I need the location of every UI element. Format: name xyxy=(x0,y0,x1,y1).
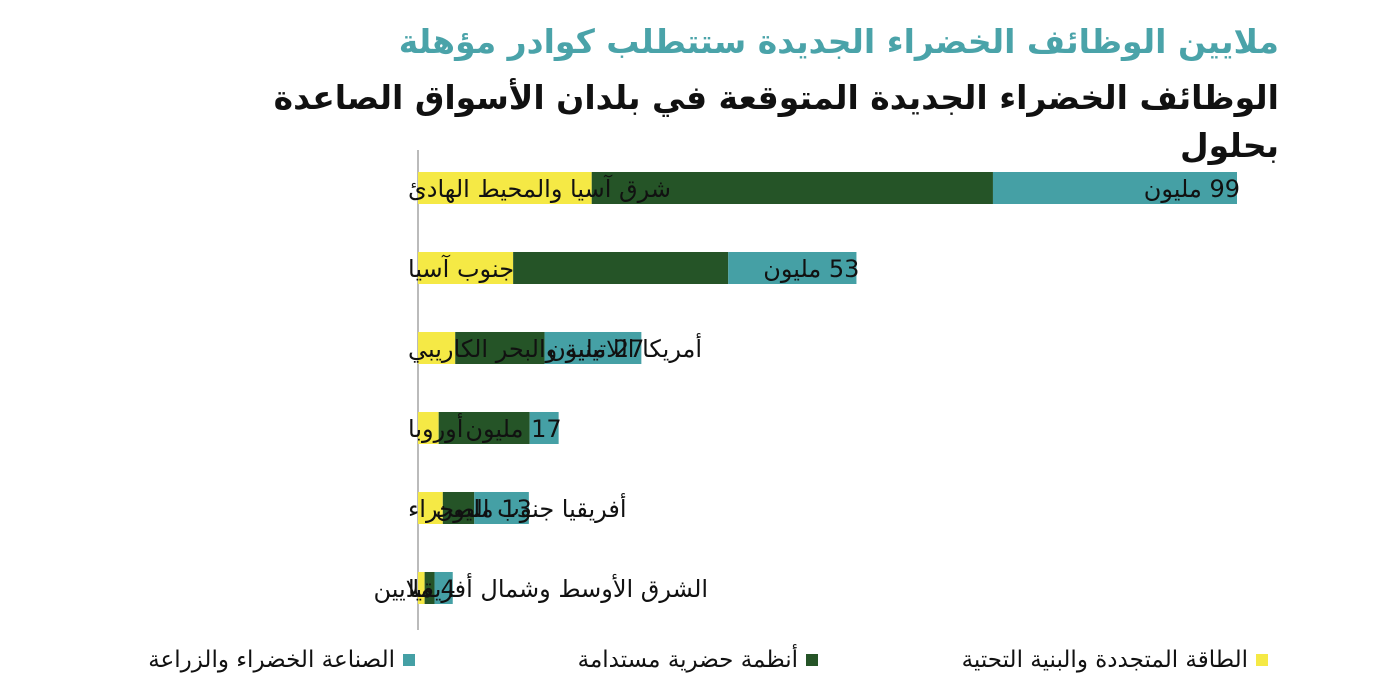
data-label: 53 مليون xyxy=(763,255,859,283)
category-label: أوروبا xyxy=(408,413,463,443)
bar-segment xyxy=(418,252,514,284)
category-label: جنوب آسيا xyxy=(408,254,514,283)
bar-segment xyxy=(418,572,425,604)
legend-swatch xyxy=(403,654,415,666)
bar-segment xyxy=(529,412,559,444)
bar-segment xyxy=(474,492,529,524)
data-label: 4 ملايين xyxy=(373,575,455,603)
bar-chart: شرق آسيا والمحيط الهادئ 99 مليون جنوب آسيا… xyxy=(373,150,1240,630)
data-label: 27 مليون xyxy=(548,335,644,363)
bar-segment xyxy=(438,412,530,444)
bar-segment xyxy=(544,332,642,364)
data-label: 13 مليون xyxy=(436,495,532,523)
chart-subtitle: الوظائف الخضراء الجديدة المتوقعة في بلدا… xyxy=(273,78,1279,165)
bar-segment xyxy=(418,492,443,524)
category-label: شرق آسيا والمحيط الهادئ xyxy=(408,174,671,203)
bar-segment xyxy=(424,572,435,604)
bar-segment xyxy=(418,332,456,364)
bar-segment xyxy=(442,492,475,524)
bar-segment xyxy=(418,412,439,444)
bar-segment xyxy=(513,252,729,284)
category-label: أفريقيا جنوب الصحراء xyxy=(408,493,627,523)
legend-label: أنظمة حضرية مستدامة xyxy=(577,647,798,673)
legend-item: أنظمة حضرية مستدامة xyxy=(578,640,818,680)
legend-swatch xyxy=(1256,654,1268,666)
bar-segment xyxy=(728,252,857,284)
data-label: 99 مليون xyxy=(1144,175,1240,203)
legend: الطاقة المتجددة والبنية التحتية أنظمة حضر… xyxy=(0,640,1391,680)
legend-item: الصناعة الخضراء والزراعة xyxy=(148,640,415,680)
legend-label: الطاقة المتجددة والبنية التحتية xyxy=(961,647,1248,673)
category-label: الشرق الأوسط وشمال أفريقيا xyxy=(408,573,708,603)
legend-swatch xyxy=(806,654,818,666)
data-label: 17 مليون xyxy=(465,415,561,443)
bar-segment xyxy=(591,172,993,204)
bar-segment xyxy=(418,172,592,204)
chart-title: ملايين الوظائف الخضراء الجديدة ستتطلب كو… xyxy=(398,22,1279,61)
legend-item: الطاقة المتجددة والبنية التحتية xyxy=(962,640,1268,680)
bar-segment xyxy=(434,572,453,604)
bar-segment xyxy=(455,332,545,364)
category-label: أمريكا اللاتينية والبحر الكاريبي xyxy=(408,333,702,363)
bar-segment xyxy=(992,172,1237,204)
legend-label: الصناعة الخضراء والزراعة xyxy=(148,647,395,673)
